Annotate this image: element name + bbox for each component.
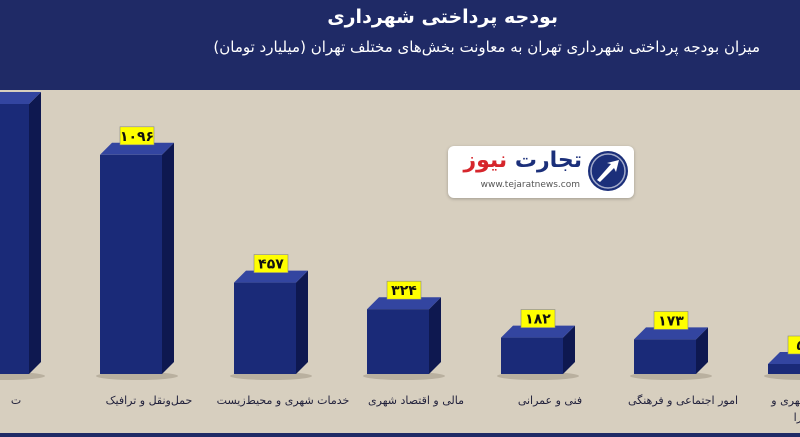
value-label-box xyxy=(653,311,689,330)
bar-top xyxy=(0,92,41,104)
bottom-strip xyxy=(0,433,800,437)
bar xyxy=(367,309,429,374)
value-label: ۱۰۹۶ xyxy=(120,129,154,145)
bar-side xyxy=(563,325,575,374)
bar xyxy=(501,337,563,374)
header-band: بودجه پرداختی شهرداری میزان بودجه پرداخت… xyxy=(0,0,800,90)
value-label-box xyxy=(386,280,422,300)
chart-title: بودجه پرداختی شهرداری xyxy=(327,6,558,28)
value-label-box xyxy=(253,254,289,273)
category-label-line2: امور شورا xyxy=(794,411,800,424)
category-label: حمل‌ونقل و ترافیک xyxy=(106,394,193,407)
bar-shadow xyxy=(0,372,45,380)
bar-top xyxy=(501,325,575,338)
category-label: امور اجتماعی و فرهنگی xyxy=(628,394,738,407)
category-label: مالی و اقتصاد شهری xyxy=(368,394,464,407)
logo-wordmark: تجارت نیوز xyxy=(463,148,582,173)
bar-top xyxy=(234,270,308,283)
logo-name-part2: نیوز xyxy=(463,148,508,173)
bar-side xyxy=(29,92,41,374)
logo-name-part1: تجارت xyxy=(514,148,582,173)
value-label: ۱۷۳ xyxy=(658,313,684,329)
logo-arrow-icon xyxy=(588,151,628,191)
bar-top xyxy=(634,327,708,340)
bar-side xyxy=(296,270,308,374)
value-label-box xyxy=(787,335,800,355)
category-label: خدمات شهری و محیط‌زیست xyxy=(217,394,350,407)
category-label: فنی و عمرانی xyxy=(518,394,582,407)
bar xyxy=(100,154,162,374)
bar-top xyxy=(768,352,800,364)
tejarat-news-logo: تجارت نیوز www.tejaratnews.com xyxy=(448,146,634,198)
logo-url: www.tejaratnews.com xyxy=(480,180,580,190)
value-label: ۳۲۴ xyxy=(391,283,417,299)
bar-top xyxy=(367,297,441,310)
value-label: ۱۸۲ xyxy=(525,312,551,328)
value-label-box xyxy=(119,126,155,146)
bar-top xyxy=(100,142,174,155)
bar-shadow xyxy=(764,372,800,380)
category-label: زی، توسعه شهری و xyxy=(770,394,800,407)
bar-side xyxy=(429,297,441,374)
bar xyxy=(234,282,296,374)
category-label: ت xyxy=(11,394,21,407)
bar xyxy=(634,339,696,374)
value-label-box xyxy=(520,309,556,328)
bar xyxy=(768,364,800,374)
value-label: ۵۰ xyxy=(796,338,800,354)
bar xyxy=(0,104,29,374)
chart-subtitle: میزان بودجه پرداختی شهرداری تهران به معا… xyxy=(213,38,760,56)
value-label: ۴۵۷ xyxy=(258,257,284,273)
bar-side xyxy=(162,142,174,374)
bar-side xyxy=(696,327,708,374)
